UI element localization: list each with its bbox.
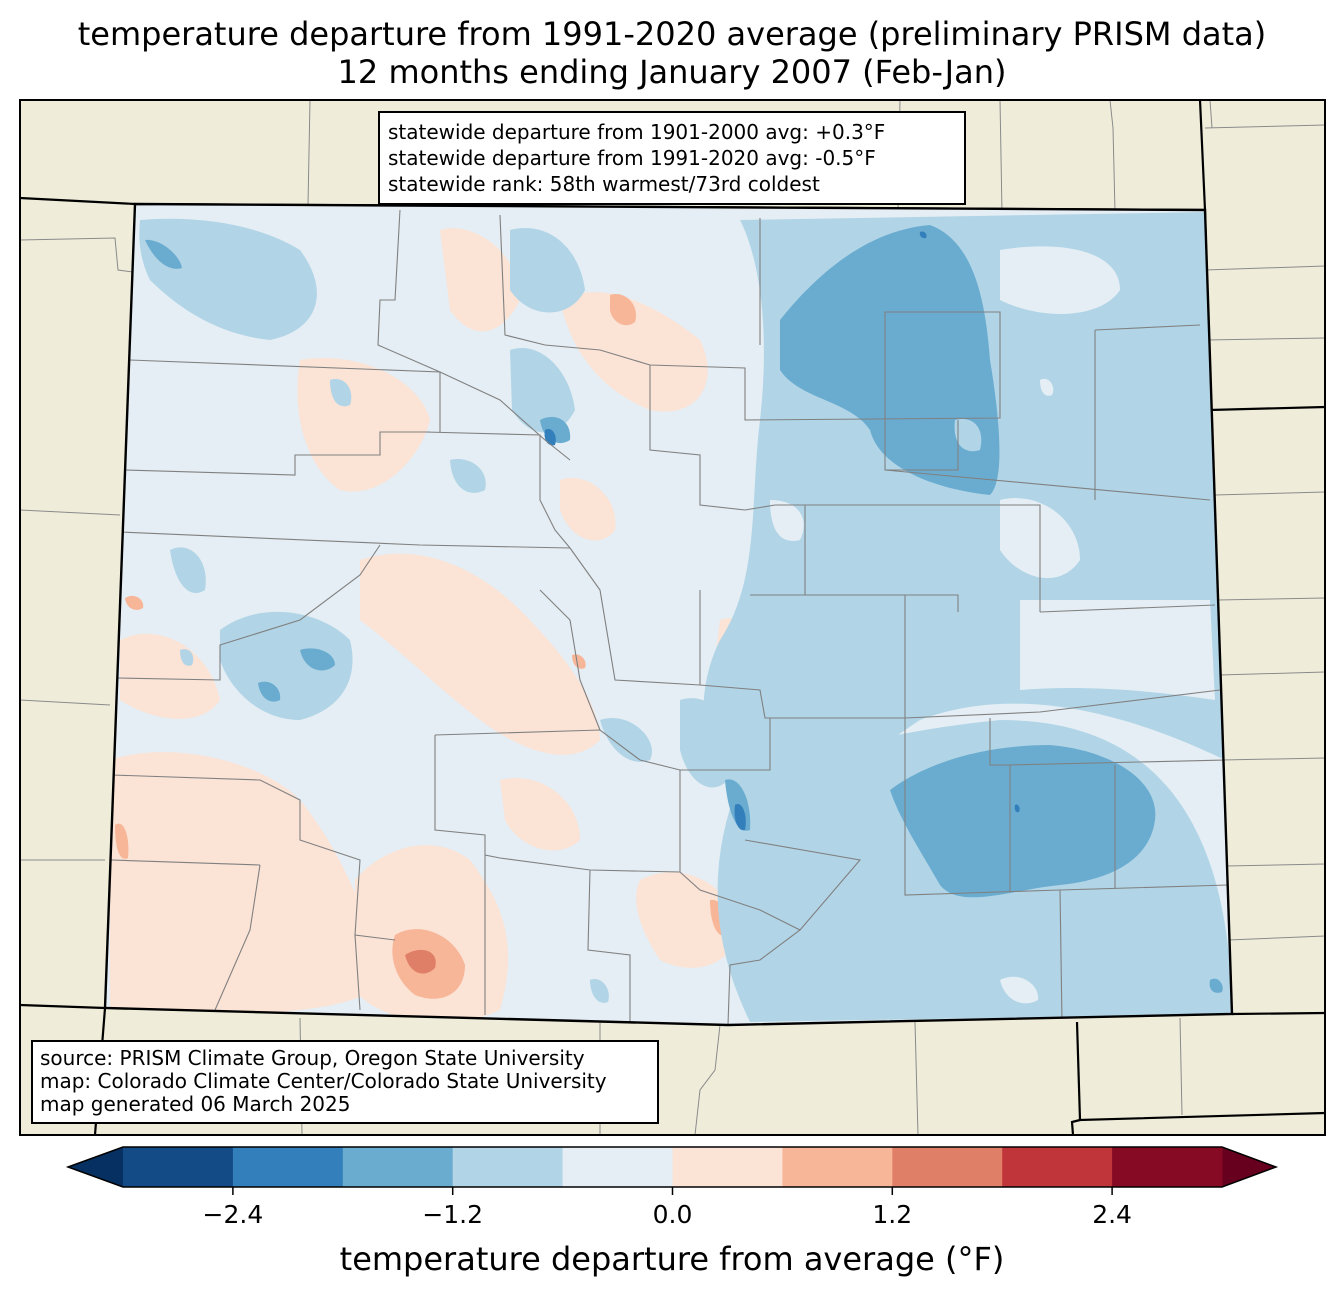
source-box: source: PRISM Climate Group, Oregon Stat…: [31, 1040, 659, 1124]
colorbar-bin: [892, 1147, 1003, 1187]
colorbar-bin: [232, 1147, 344, 1187]
map-title: temperature departure from 1991-2020 ave…: [77, 15, 1267, 53]
colorbar-bin: [123, 1147, 234, 1187]
source-line: source: PRISM Climate Group, Oregon Stat…: [40, 1046, 585, 1070]
colorbar-bin: [782, 1147, 893, 1187]
colorbar-tick-label: −1.2: [422, 1200, 483, 1229]
map-frame: [19, 99, 1326, 1136]
colorbar-label: temperature departure from average (°F): [339, 1240, 1005, 1278]
colorbar-tick-label: −2.4: [203, 1200, 264, 1229]
stat-departure-1991-2020: statewide departure from 1991-2020 avg: …: [388, 146, 876, 170]
colorado-border: [103, 202, 1234, 1027]
colorbar-bin: [1002, 1147, 1113, 1187]
map-subtitle: 12 months ending January 2007 (Feb-Jan): [337, 53, 1007, 91]
colorbar-bin: [342, 1147, 454, 1187]
colorbar-tick-label: 2.4: [1092, 1200, 1132, 1229]
colorbar: −2.4 −1.2 0.0 1.2 2.4: [65, 1146, 1279, 1229]
colorbar-bin: [1112, 1147, 1223, 1187]
stat-departure-1901-2000: statewide departure from 1901-2000 avg: …: [388, 120, 886, 144]
statewide-stats-box: statewide departure from 1901-2000 avg: …: [378, 111, 966, 205]
colorbar-tick-label: 0.0: [653, 1200, 693, 1229]
colorado-temperature-field: [105, 204, 1232, 1025]
colorbar-tick-label: 1.2: [872, 1200, 912, 1229]
stat-rank: statewide rank: 58th warmest/73rd coldes…: [388, 172, 820, 196]
colorbar-bin: [562, 1147, 673, 1187]
generated-date-line: map generated 06 March 2025: [40, 1092, 351, 1116]
colorbar-over-arrow: [1222, 1147, 1276, 1187]
colorbar-bin: [452, 1147, 564, 1187]
colorbar-bin: [672, 1147, 783, 1187]
colorbar-under-arrow: [68, 1147, 123, 1187]
map-credit-line: map: Colorado Climate Center/Colorado St…: [40, 1069, 607, 1093]
colorbar-outline: [65, 1146, 1279, 1188]
county-lines: [107, 209, 1229, 1025]
